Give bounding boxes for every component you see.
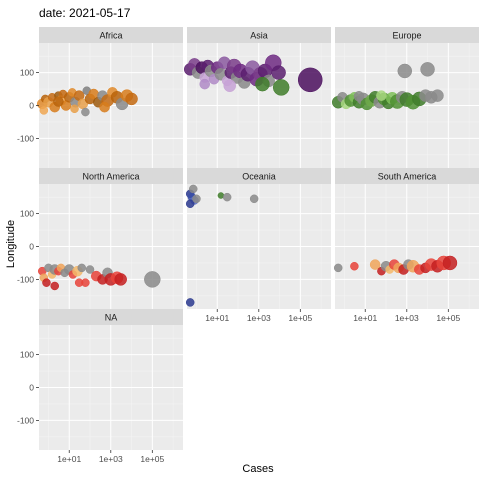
x-tick-label: 1e+01	[353, 313, 377, 323]
facet-strip	[39, 168, 183, 184]
data-point	[99, 101, 110, 113]
facet-grid: Africa -100 0 100 Asia Europe North America -10…	[17, 27, 479, 464]
data-point	[185, 199, 195, 208]
data-point	[223, 79, 236, 93]
facet-strip	[39, 309, 183, 325]
data-point	[70, 104, 79, 114]
data-point	[222, 192, 232, 202]
facet-strip	[187, 168, 331, 184]
data-point	[350, 261, 359, 271]
x-tick-label: 1e+05	[288, 313, 312, 323]
x-tick-label: 1e+05	[140, 454, 164, 464]
data-point	[85, 265, 95, 274]
data-point	[189, 184, 198, 194]
facet-strip	[335, 168, 479, 184]
x-tick-label: 1e+03	[247, 313, 271, 323]
x-tick-label: 1e+03	[99, 454, 123, 464]
data-point	[192, 194, 201, 204]
data-point	[42, 278, 51, 287]
facet-strip	[39, 27, 183, 43]
data-point	[114, 273, 127, 286]
data-point	[74, 278, 84, 287]
data-point	[255, 76, 270, 92]
facet-strip	[187, 27, 331, 43]
data-point	[272, 79, 290, 96]
x-axis-title: Cases	[242, 463, 274, 475]
facet-label: Europe	[392, 31, 421, 41]
facet-north-america: North America -100 0 100	[17, 168, 183, 309]
data-point	[333, 263, 343, 273]
facet-oceania: Oceania 1e+01 1e+03 1e+05	[185, 168, 331, 323]
facet-label: Africa	[99, 31, 122, 41]
y-tick-label: 0	[29, 242, 34, 252]
data-point	[53, 96, 64, 107]
data-point	[39, 106, 49, 115]
facet-na: NA -100 0 100 1e+01 1e+03 1e+05	[17, 309, 183, 464]
y-tick-label: -100	[17, 415, 34, 425]
data-point	[77, 263, 86, 273]
facet-strip	[335, 27, 479, 43]
data-point	[271, 65, 286, 80]
y-tick-label: 100	[20, 68, 34, 78]
y-tick-label: -100	[17, 274, 34, 284]
x-tick-label: 1e+05	[436, 313, 460, 323]
data-point	[353, 91, 365, 102]
y-tick-label: 0	[29, 101, 34, 111]
data-point	[297, 67, 323, 93]
facet-africa: Africa -100 0 100	[17, 27, 183, 168]
data-point	[431, 89, 444, 102]
facet-europe: Europe	[331, 27, 479, 168]
data-point	[442, 255, 458, 271]
plot-title: date: 2021-05-17	[39, 6, 131, 20]
data-point	[185, 298, 195, 307]
facet-label: Oceania	[242, 172, 276, 182]
facet-label: South America	[378, 172, 437, 182]
data-point	[249, 194, 259, 204]
data-point	[81, 107, 90, 117]
facet-asia: Asia	[183, 27, 331, 168]
data-point	[420, 62, 435, 77]
data-point	[199, 78, 210, 90]
facet-south-america: South America 1e+01 1e+03 1e+05	[333, 168, 479, 323]
x-tick-label: 1e+01	[205, 313, 229, 323]
facet-label: North America	[82, 172, 139, 182]
data-point	[369, 259, 381, 270]
facet-label: NA	[105, 313, 118, 323]
x-tick-label: 1e+01	[57, 454, 81, 464]
y-tick-label: 100	[20, 209, 34, 219]
data-point	[376, 90, 387, 101]
y-tick-label: 0	[29, 383, 34, 393]
y-tick-label: -100	[17, 133, 34, 143]
data-point	[125, 92, 138, 106]
y-axis-title: Longitude	[5, 220, 17, 268]
x-tick-label: 1e+03	[395, 313, 419, 323]
data-point	[50, 281, 59, 291]
y-tick-label: 100	[20, 350, 34, 360]
facet-label: Asia	[250, 31, 268, 41]
data-point	[397, 63, 413, 79]
data-point	[144, 271, 161, 288]
